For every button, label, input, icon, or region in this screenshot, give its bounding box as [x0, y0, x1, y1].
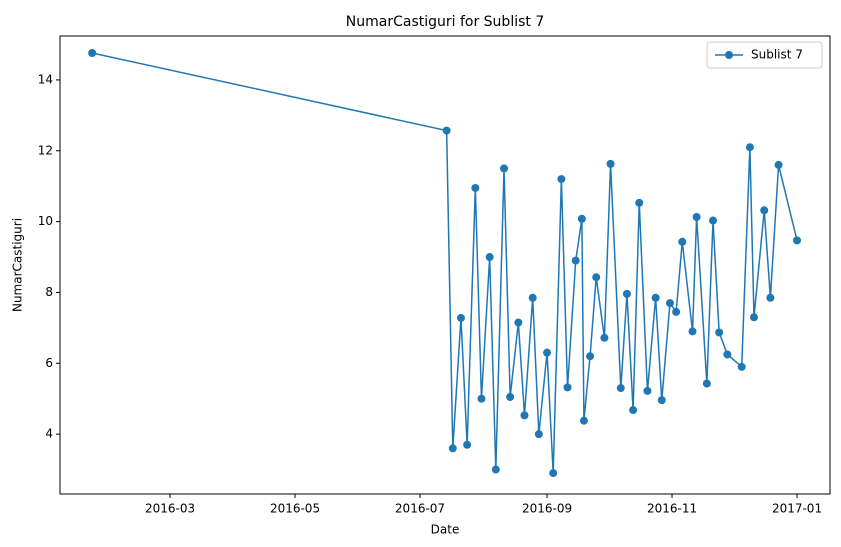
data-point: [737, 362, 746, 371]
series-line: [92, 52, 798, 474]
data-point: [571, 256, 580, 265]
data-point: [557, 175, 566, 184]
data-point: [491, 465, 500, 474]
data-point: [534, 430, 543, 439]
x-tick-label: 2016-03: [145, 502, 195, 516]
x-axis-label: Date: [431, 523, 460, 537]
data-point: [477, 394, 486, 403]
y-tick-label: 8: [45, 285, 53, 299]
x-tick-label: 2016-09: [522, 502, 572, 516]
data-point: [745, 143, 754, 152]
data-point: [592, 273, 601, 282]
data-point: [456, 313, 465, 322]
data-point: [629, 406, 638, 415]
x-tick-label: 2016-07: [395, 502, 445, 516]
data-point: [715, 328, 724, 337]
data-point: [665, 299, 674, 308]
data-point: [688, 327, 697, 336]
x-tick-label: 2016-05: [270, 502, 320, 516]
y-tick-label: 14: [38, 72, 53, 86]
data-point: [774, 160, 783, 169]
data-point: [643, 386, 652, 395]
data-point: [651, 293, 660, 302]
data-point: [463, 440, 472, 449]
data-point: [606, 159, 615, 168]
data-point: [766, 293, 775, 302]
data-point: [514, 318, 523, 327]
data-point: [485, 253, 494, 262]
data-point: [543, 348, 552, 357]
data-point: [600, 333, 609, 342]
y-axis-label: NumarCastiguri: [11, 218, 25, 312]
y-tick-label: 6: [45, 356, 53, 370]
data-point: [88, 49, 97, 58]
legend: Sublist 7: [706, 41, 823, 69]
data-point: [692, 213, 701, 222]
data-point: [579, 416, 588, 425]
data-point: [500, 164, 509, 173]
data-point: [709, 216, 718, 225]
data-point: [586, 352, 595, 361]
chart-title: NumarCastiguri for Sublist 7: [346, 14, 544, 30]
data-point: [635, 198, 644, 207]
data-point: [506, 392, 515, 401]
data-point: [520, 411, 529, 420]
y-tick-label: 4: [45, 427, 53, 441]
data-point: [657, 396, 666, 405]
data-point: [442, 126, 451, 135]
y-tick-label: 12: [38, 143, 53, 157]
data-point: [793, 236, 802, 245]
data-point: [471, 183, 480, 192]
data-point: [678, 237, 687, 246]
data-point: [622, 289, 631, 298]
data-point: [528, 293, 537, 302]
data-point: [563, 383, 572, 392]
x-tick-label: 2017-01: [772, 502, 822, 516]
data-point: [723, 350, 732, 359]
legend-box: [706, 41, 823, 69]
data-point: [702, 379, 711, 388]
data-point: [760, 206, 769, 215]
y-tick-label: 10: [38, 214, 53, 228]
legend-label: Sublist 7: [751, 48, 803, 62]
data-point: [577, 214, 586, 223]
data-point: [749, 313, 758, 322]
legend-marker: [725, 51, 733, 59]
data-point: [672, 307, 681, 316]
data-point: [448, 444, 457, 453]
data-point: [616, 384, 625, 393]
data-point: [549, 469, 558, 478]
plot-area: [59, 35, 831, 495]
x-tick-label: 2016-11: [647, 502, 697, 516]
